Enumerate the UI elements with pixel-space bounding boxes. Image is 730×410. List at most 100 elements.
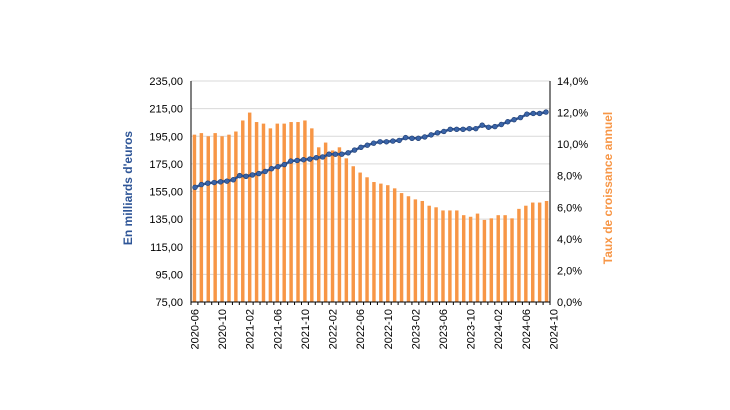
growth-bar (434, 207, 438, 302)
x-tick-label: 2021-10 (300, 309, 312, 349)
amount-point (288, 158, 294, 164)
amount-point (217, 179, 224, 185)
growth-bar (517, 208, 521, 302)
growth-bar (510, 218, 514, 302)
amount-point (428, 132, 434, 138)
gridlines (191, 80, 550, 303)
growth-bar (496, 215, 500, 302)
right-tick-label: 4,0% (557, 234, 582, 246)
growth-bar (372, 182, 376, 302)
amount-point (345, 150, 351, 156)
amount-point (230, 177, 236, 183)
amount-point (505, 119, 511, 125)
growth-rate-bars (192, 112, 549, 303)
amount-point (236, 172, 243, 179)
x-tick-label: 2022-06 (355, 309, 367, 349)
left-tick-label: 95,00 (155, 269, 183, 281)
growth-bar (206, 136, 210, 302)
right-tick-label: 8,0% (557, 171, 582, 183)
amount-point (453, 126, 460, 133)
amount-point (332, 151, 339, 157)
amount-point (479, 122, 485, 128)
growth-bar (296, 122, 300, 303)
right-tick-label: 12,0% (557, 108, 588, 120)
growth-bar (468, 216, 473, 302)
growth-bar (544, 200, 549, 302)
amount-point (415, 135, 422, 142)
growth-bar (241, 120, 245, 302)
amount-point (198, 181, 205, 188)
amount-point (249, 172, 256, 178)
growth-bar (482, 219, 487, 302)
left-tick-label: 115,00 (150, 242, 183, 254)
growth-bar (441, 210, 445, 302)
left-tick-labels: 235,00 215,00 195,00 175,00 155,00 135,00 115,… (149, 76, 183, 309)
amount-point (358, 144, 364, 151)
growth-bar (275, 123, 280, 302)
growth-bar (316, 147, 321, 302)
growth-bar (227, 134, 231, 302)
amount-point (517, 114, 524, 121)
growth-bar (323, 142, 328, 302)
amount-point (326, 151, 332, 157)
right-tick-label: 14,0% (557, 76, 588, 88)
amount-point (364, 142, 371, 148)
right-tick-label: 0,0% (557, 297, 582, 309)
x-tick-label: 2021-02 (245, 309, 257, 349)
x-tick-label: 2023-02 (410, 309, 422, 349)
growth-bar (531, 202, 535, 302)
amount-point (466, 125, 473, 132)
right-tick-label: 6,0% (557, 202, 582, 214)
left-tick-label: 215,00 (149, 104, 183, 116)
growth-bar (268, 128, 273, 302)
amount-point (319, 154, 326, 160)
growth-bar (392, 188, 397, 302)
growth-bar (192, 134, 197, 302)
x-tick-label: 2022-02 (328, 309, 340, 349)
right-tick-label: 2,0% (557, 265, 582, 277)
amount-point (192, 184, 198, 191)
amount-point (396, 137, 402, 144)
left-tick-label: 75,00 (155, 297, 183, 309)
x-tick-label: 2020-06 (190, 309, 202, 349)
growth-bar (489, 218, 494, 302)
growth-bar (261, 123, 266, 302)
amount-point (294, 157, 300, 164)
growth-bar (282, 123, 286, 302)
growth-bar (220, 136, 224, 302)
x-tick-label: 2024-06 (521, 309, 533, 349)
growth-bar (537, 202, 542, 302)
growth-bar (247, 112, 252, 302)
amount-point (224, 178, 230, 184)
amount-point (511, 116, 517, 123)
right-axis-title: Taux de croissance annuel (601, 112, 615, 265)
left-tick-label: 135,00 (149, 214, 183, 226)
growth-bar (524, 205, 528, 302)
amount-point (409, 135, 415, 142)
amount-point (383, 139, 390, 145)
growth-bar (399, 193, 404, 302)
amount-point (536, 110, 543, 117)
right-tick-labels: 14,0% 12,0% 10,0% 8,0% 6,0% 4,0% 2,0% 0,0% (557, 76, 588, 309)
growth-bar (289, 122, 293, 303)
x-tick-label: 2023-10 (466, 309, 478, 349)
amount-point (307, 156, 313, 162)
amount-point (351, 147, 358, 153)
amount-point (281, 161, 288, 168)
x-tick-label: 2024-02 (493, 309, 505, 349)
amount-point (543, 109, 549, 115)
left-tick-label: 195,00 (149, 131, 183, 143)
amount-point (434, 130, 441, 136)
growth-bar (427, 205, 431, 302)
x-tick-labels: 2020-06 2020-10 2021-02 2021-06 2021-10 2022-… (190, 309, 561, 349)
amount-point (530, 110, 536, 117)
amount-point (211, 179, 217, 186)
amount-point (498, 121, 505, 128)
growth-bar (254, 122, 259, 303)
growth-bar (503, 215, 507, 302)
amount-point (524, 111, 530, 117)
amount-point (339, 151, 345, 157)
amount-point (205, 180, 211, 186)
amount-point (441, 128, 447, 135)
